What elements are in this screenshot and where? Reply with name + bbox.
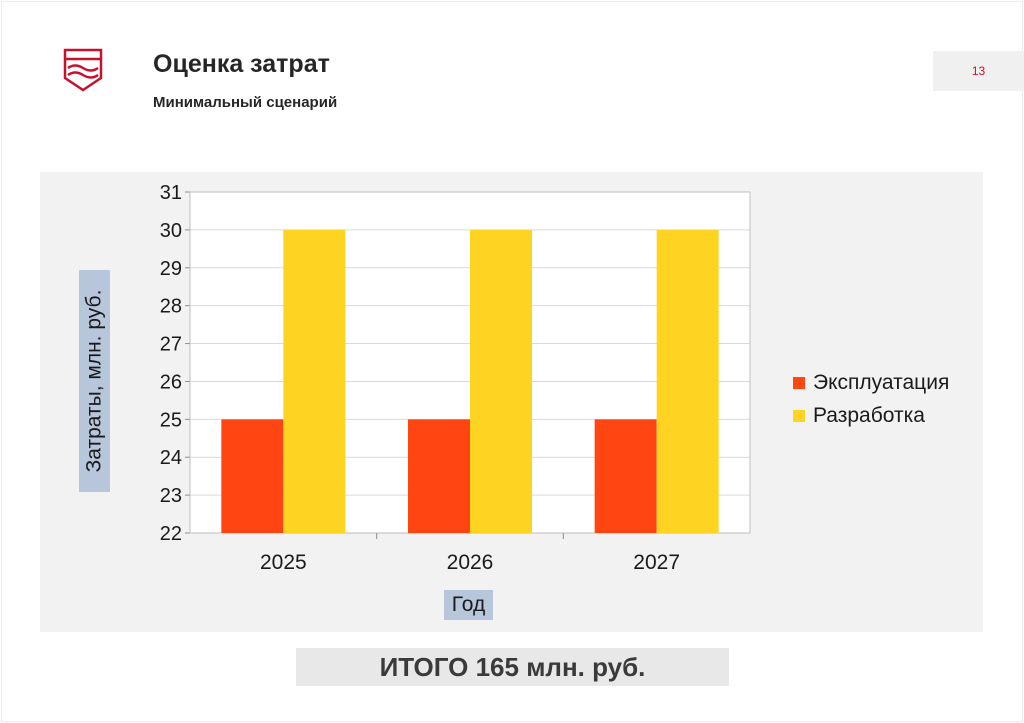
y-tick-label: 27 bbox=[160, 334, 182, 356]
y-tick-label: 25 bbox=[160, 409, 182, 431]
x-tick-label: 2026 bbox=[447, 551, 494, 574]
legend-label-development: Разработка bbox=[813, 403, 925, 427]
y-tick-label: 28 bbox=[160, 296, 182, 318]
y-axis-label-text: Затраты, млн. руб. bbox=[82, 289, 106, 473]
bar-development-2027 bbox=[656, 229, 719, 533]
bar-development-2025 bbox=[283, 229, 346, 533]
bar-operation-2025 bbox=[221, 419, 284, 533]
page-subtitle: Минимальный сценарий bbox=[153, 94, 338, 111]
bar-development-2026 bbox=[470, 229, 532, 533]
total-summary: ИТОГО 165 млн. руб. bbox=[296, 648, 729, 686]
x-tick-label: 2027 bbox=[633, 551, 680, 574]
legend-swatch-development bbox=[793, 409, 805, 422]
bar-operation-2027 bbox=[594, 419, 657, 533]
y-tick-label: 26 bbox=[160, 371, 182, 393]
bar-operation-2026 bbox=[408, 419, 470, 533]
page-title: Оценка затрат bbox=[153, 50, 330, 78]
x-tick-label: 2025 bbox=[260, 551, 307, 574]
y-tick-label: 29 bbox=[160, 258, 182, 280]
x-axis-label: Год bbox=[444, 590, 493, 620]
bar-chart: 22 23 24 25 26 27 28 29 30 31 2025 2026 2027 bbox=[160, 182, 751, 574]
logo-icon bbox=[63, 48, 103, 92]
y-tick-label: 30 bbox=[160, 220, 182, 242]
y-axis-label: Затраты, млн. руб. bbox=[79, 270, 110, 492]
y-tick-label: 24 bbox=[160, 447, 182, 469]
y-tick-label: 23 bbox=[160, 485, 182, 507]
page-number: 13 bbox=[933, 51, 1024, 91]
legend-swatch-operation bbox=[793, 376, 805, 389]
y-tick-label: 31 bbox=[160, 182, 182, 204]
legend-item-development: Разработка bbox=[793, 399, 949, 432]
chart-legend: Эксплуатация Разработка bbox=[793, 366, 949, 432]
chart-area: 22 23 24 25 26 27 28 29 30 31 2025 2026 2027 bbox=[40, 172, 983, 632]
y-tick-label: 22 bbox=[160, 523, 182, 545]
legend-label-operation: Эксплуатация bbox=[813, 370, 950, 394]
legend-item-operation: Эксплуатация bbox=[793, 366, 949, 399]
